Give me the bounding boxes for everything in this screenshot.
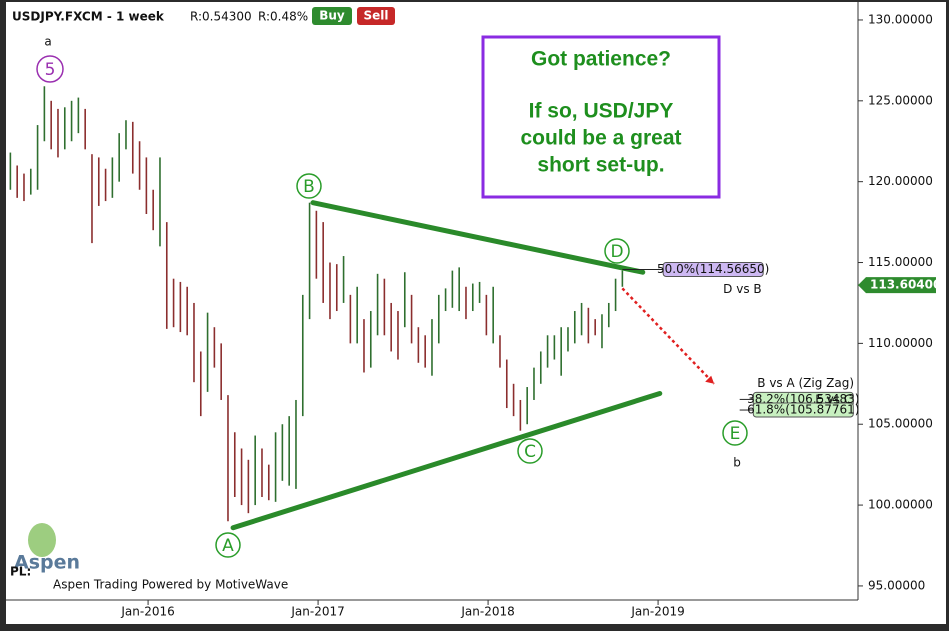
credit: Aspen Trading Powered by MotiveWave <box>53 578 288 592</box>
wave-circle <box>36 55 64 83</box>
x-tick-label: Jan-2017 <box>290 605 344 619</box>
callout-line: If so, USD/JPY <box>529 100 674 123</box>
wave-circle <box>215 532 241 558</box>
wave-label: B <box>303 177 315 197</box>
wave-label: A <box>222 536 234 556</box>
logo: Aspen <box>14 552 80 574</box>
fib-title: D vs B <box>723 282 761 296</box>
wave-label: C <box>524 442 536 462</box>
buy-button[interactable] <box>312 7 352 25</box>
wave-label: 5 <box>45 60 56 80</box>
arrow-head <box>705 375 715 384</box>
background <box>6 2 946 624</box>
sell-button[interactable] <box>357 7 395 25</box>
x-tick-label: Jan-2019 <box>630 605 684 619</box>
range-pct: R:0.48% <box>258 10 308 24</box>
last-price-label: 113.60400 <box>870 278 941 292</box>
fib-label: 61.8%(105.87761) <box>747 403 859 417</box>
last-price-box <box>858 277 936 294</box>
trendline <box>230 391 663 531</box>
wave-circle <box>604 238 630 264</box>
callout-line: short set-up. <box>537 154 664 177</box>
fib-title: B vs A (Zig Zag) <box>757 376 854 390</box>
x-tick-label: Jan-2018 <box>460 605 514 619</box>
plot <box>9 86 624 522</box>
y-tick-label: 105.00000 <box>868 417 933 431</box>
logo-leaf <box>28 523 56 557</box>
forecast-arrow <box>621 287 716 385</box>
wave-markers: B D A C E <box>215 173 748 558</box>
wave-label: D <box>610 242 623 262</box>
wave-label: b <box>733 456 741 470</box>
symbol: USDJPY.FXCM - 1 week <box>12 10 165 24</box>
wave-label: a <box>44 35 51 49</box>
range: R:0.54300 <box>190 10 252 24</box>
callout-line: Got patience? <box>531 48 671 71</box>
wave-circle <box>296 173 322 199</box>
buy-label[interactable]: Buy <box>319 9 345 23</box>
wave-circle <box>517 438 543 464</box>
fib-box <box>752 402 854 418</box>
callout-box <box>481 35 721 199</box>
x-tick-label: Jan-2016 <box>120 605 174 619</box>
fib-box <box>662 262 764 278</box>
y-tick-label: 125.00000 <box>868 93 933 107</box>
callout-line: could be a great <box>520 127 681 150</box>
fib-label: 38.2%(106.53483) <box>747 392 859 406</box>
y-tick-label: 130.00000 <box>868 12 933 26</box>
fib-label: 50.0%(114.56650) <box>657 262 769 276</box>
y-tick-label: 110.00000 <box>868 336 933 350</box>
pl-label: PL: <box>10 565 31 579</box>
y-tick-label: 115.00000 <box>868 255 933 269</box>
wave-circle <box>722 420 748 446</box>
fib-title: E vs C <box>815 393 852 407</box>
y-tick-label: 95.00000 <box>868 578 925 592</box>
wave-label: E <box>730 424 741 444</box>
y-tick-label: 100.00000 <box>868 498 933 512</box>
y-tick-label: 120.00000 <box>868 174 933 188</box>
sell-label[interactable]: Sell <box>363 9 388 23</box>
trendline <box>310 200 646 275</box>
